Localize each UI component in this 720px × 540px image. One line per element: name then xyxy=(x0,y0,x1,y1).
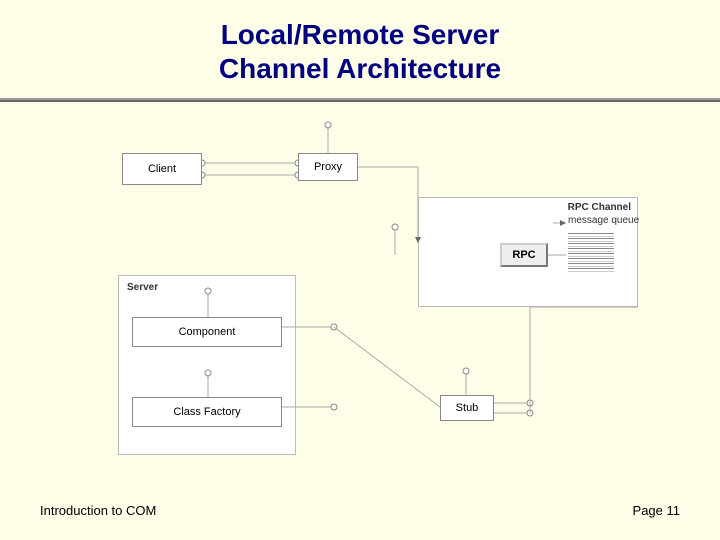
architecture-diagram: RPC Channel Server Client Proxy RPC Comp… xyxy=(100,115,660,485)
class-factory-label: Class Factory xyxy=(173,406,240,418)
client-label: Client xyxy=(148,163,176,175)
slide-title: Local/Remote Server Channel Architecture xyxy=(0,0,720,85)
message-queue-icon xyxy=(568,233,614,273)
server-label: Server xyxy=(127,282,158,293)
rpc-label: RPC xyxy=(512,249,535,261)
class-factory-box: Class Factory xyxy=(132,397,282,427)
rpc-box: RPC xyxy=(500,243,548,267)
title-line2: Channel Architecture xyxy=(0,52,720,86)
footer-left: Introduction to COM xyxy=(40,503,156,518)
proxy-label: Proxy xyxy=(314,161,342,173)
rpc-channel-label: RPC Channel xyxy=(568,202,631,213)
client-box: Client xyxy=(122,153,202,185)
title-line1: Local/Remote Server xyxy=(0,18,720,52)
component-box: Component xyxy=(132,317,282,347)
title-divider xyxy=(0,98,720,102)
component-label: Component xyxy=(179,326,236,338)
footer-right: Page 11 xyxy=(633,503,680,518)
stub-box: Stub xyxy=(440,395,494,421)
stub-label: Stub xyxy=(456,402,479,414)
server-container: Server xyxy=(118,275,296,455)
proxy-box: Proxy xyxy=(298,153,358,181)
message-queue-label: message queue xyxy=(568,215,639,226)
